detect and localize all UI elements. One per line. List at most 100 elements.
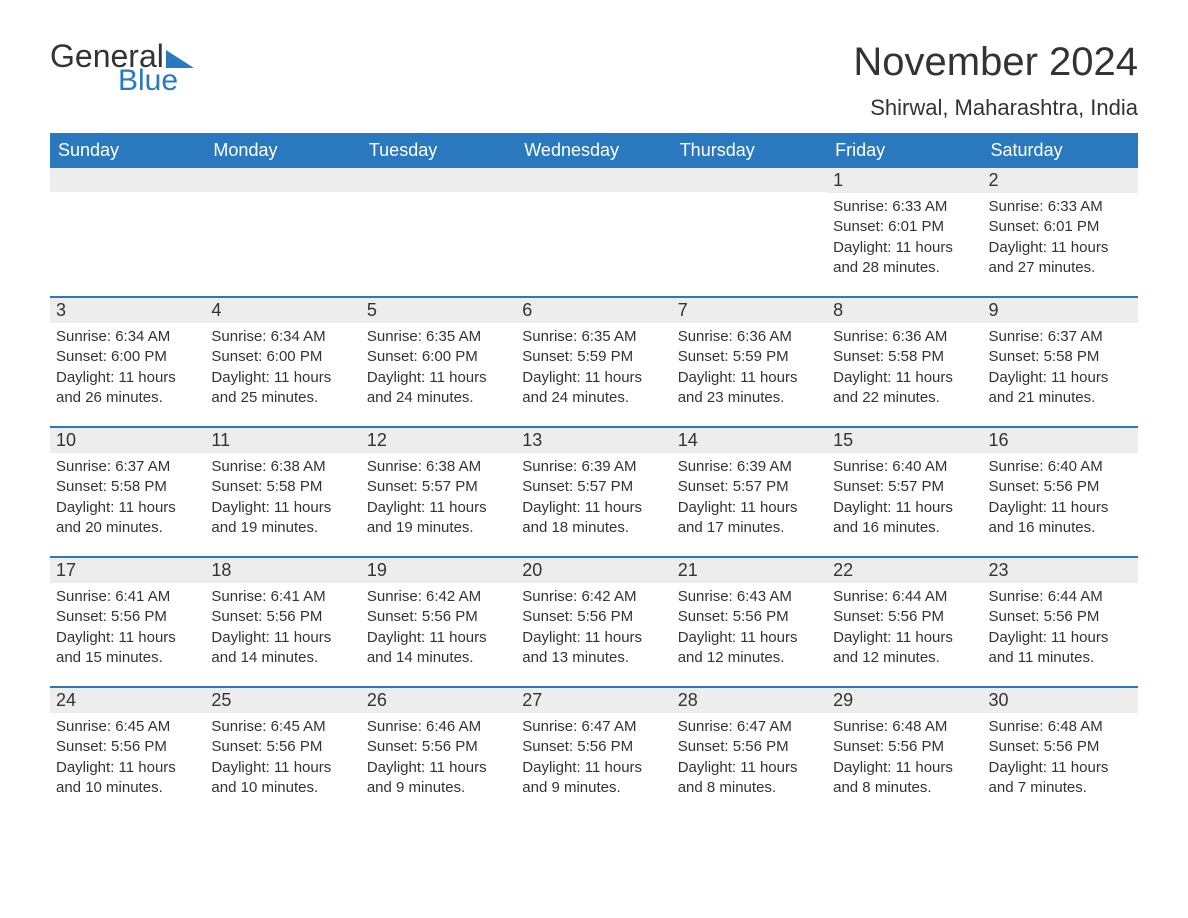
day-number (50, 168, 205, 192)
sunset-line: Sunset: 5:56 PM (989, 737, 1132, 757)
day-content: Sunrise: 6:44 AMSunset: 5:56 PMDaylight:… (827, 583, 982, 672)
calendar-day: 6Sunrise: 6:35 AMSunset: 5:59 PMDaylight… (516, 298, 671, 426)
day-content: Sunrise: 6:46 AMSunset: 5:56 PMDaylight:… (361, 713, 516, 802)
daylight-line: Daylight: 11 hours and 19 minutes. (211, 498, 354, 539)
day-number: 8 (827, 298, 982, 323)
calendar-day: 18Sunrise: 6:41 AMSunset: 5:56 PMDayligh… (205, 558, 360, 686)
daylight-line: Daylight: 11 hours and 10 minutes. (211, 758, 354, 799)
day-number (205, 168, 360, 192)
sunset-line: Sunset: 5:56 PM (56, 607, 199, 627)
day-number (672, 168, 827, 192)
day-number: 27 (516, 688, 671, 713)
calendar-day: 25Sunrise: 6:45 AMSunset: 5:56 PMDayligh… (205, 688, 360, 816)
calendar-day (205, 168, 360, 296)
daylight-line: Daylight: 11 hours and 13 minutes. (522, 628, 665, 669)
daylight-line: Daylight: 11 hours and 8 minutes. (833, 758, 976, 799)
day-number: 24 (50, 688, 205, 713)
sunrise-line: Sunrise: 6:41 AM (56, 587, 199, 607)
daylight-line: Daylight: 11 hours and 20 minutes. (56, 498, 199, 539)
day-number: 5 (361, 298, 516, 323)
day-content: Sunrise: 6:48 AMSunset: 5:56 PMDaylight:… (827, 713, 982, 802)
logo-text-blue: Blue (118, 66, 194, 96)
day-number: 9 (983, 298, 1138, 323)
daylight-line: Daylight: 11 hours and 18 minutes. (522, 498, 665, 539)
daylight-line: Daylight: 11 hours and 9 minutes. (367, 758, 510, 799)
page-header: General Blue November 2024 Shirwal, Maha… (50, 40, 1138, 121)
day-number: 22 (827, 558, 982, 583)
calendar-day: 17Sunrise: 6:41 AMSunset: 5:56 PMDayligh… (50, 558, 205, 686)
sunset-line: Sunset: 5:56 PM (211, 607, 354, 627)
sunset-line: Sunset: 5:58 PM (211, 477, 354, 497)
daylight-line: Daylight: 11 hours and 19 minutes. (367, 498, 510, 539)
sunrise-line: Sunrise: 6:48 AM (989, 717, 1132, 737)
sunset-line: Sunset: 5:56 PM (211, 737, 354, 757)
sunrise-line: Sunrise: 6:44 AM (989, 587, 1132, 607)
daylight-line: Daylight: 11 hours and 27 minutes. (989, 238, 1132, 279)
day-number: 20 (516, 558, 671, 583)
sunset-line: Sunset: 5:56 PM (678, 607, 821, 627)
day-number: 13 (516, 428, 671, 453)
day-content: Sunrise: 6:38 AMSunset: 5:58 PMDaylight:… (205, 453, 360, 542)
sunset-line: Sunset: 5:56 PM (833, 607, 976, 627)
sunrise-line: Sunrise: 6:38 AM (367, 457, 510, 477)
day-number: 4 (205, 298, 360, 323)
sunset-line: Sunset: 5:57 PM (678, 477, 821, 497)
day-content: Sunrise: 6:33 AMSunset: 6:01 PMDaylight:… (827, 193, 982, 282)
calendar-day: 3Sunrise: 6:34 AMSunset: 6:00 PMDaylight… (50, 298, 205, 426)
weekday-header: Thursday (672, 133, 827, 168)
day-content (205, 192, 360, 200)
day-content: Sunrise: 6:37 AMSunset: 5:58 PMDaylight:… (983, 323, 1138, 412)
day-number: 7 (672, 298, 827, 323)
daylight-line: Daylight: 11 hours and 10 minutes. (56, 758, 199, 799)
sunset-line: Sunset: 6:01 PM (833, 217, 976, 237)
day-number: 12 (361, 428, 516, 453)
calendar-day (361, 168, 516, 296)
weekday-header: Tuesday (361, 133, 516, 168)
calendar-day: 23Sunrise: 6:44 AMSunset: 5:56 PMDayligh… (983, 558, 1138, 686)
calendar-week: 10Sunrise: 6:37 AMSunset: 5:58 PMDayligh… (50, 426, 1138, 556)
daylight-line: Daylight: 11 hours and 26 minutes. (56, 368, 199, 409)
day-number (516, 168, 671, 192)
sunset-line: Sunset: 5:57 PM (522, 477, 665, 497)
sunrise-line: Sunrise: 6:42 AM (522, 587, 665, 607)
day-content: Sunrise: 6:45 AMSunset: 5:56 PMDaylight:… (205, 713, 360, 802)
calendar-day: 7 Sunrise: 6:36 AMSunset: 5:59 PMDaylight… (672, 298, 827, 426)
sunrise-line: Sunrise: 6:36 AM (833, 327, 976, 347)
daylight-line: Daylight: 11 hours and 25 minutes. (211, 368, 354, 409)
day-content (50, 192, 205, 200)
calendar-day: 28Sunrise: 6:47 AMSunset: 5:56 PMDayligh… (672, 688, 827, 816)
sunrise-line: Sunrise: 6:38 AM (211, 457, 354, 477)
weekday-header: Sunday (50, 133, 205, 168)
calendar-day: 15Sunrise: 6:40 AMSunset: 5:57 PMDayligh… (827, 428, 982, 556)
day-number: 10 (50, 428, 205, 453)
daylight-line: Daylight: 11 hours and 28 minutes. (833, 238, 976, 279)
day-content: Sunrise: 6:41 AMSunset: 5:56 PMDaylight:… (205, 583, 360, 672)
calendar-day: 19Sunrise: 6:42 AMSunset: 5:56 PMDayligh… (361, 558, 516, 686)
daylight-line: Daylight: 11 hours and 17 minutes. (678, 498, 821, 539)
calendar-day: 26Sunrise: 6:46 AMSunset: 5:56 PMDayligh… (361, 688, 516, 816)
weekday-header: Saturday (983, 133, 1138, 168)
sunrise-line: Sunrise: 6:36 AM (678, 327, 821, 347)
day-number: 21 (672, 558, 827, 583)
sunrise-line: Sunrise: 6:34 AM (211, 327, 354, 347)
calendar-day: 13 Sunrise: 6:39 AMSunset: 5:57 PMDayligh… (516, 428, 671, 556)
sunrise-line: Sunrise: 6:43 AM (678, 587, 821, 607)
calendar-week: 24Sunrise: 6:45 AMSunset: 5:56 PMDayligh… (50, 686, 1138, 816)
daylight-line: Daylight: 11 hours and 12 minutes. (678, 628, 821, 669)
sunset-line: Sunset: 5:58 PM (989, 347, 1132, 367)
daylight-line: Daylight: 11 hours and 15 minutes. (56, 628, 199, 669)
day-content: Sunrise: 6:38 AMSunset: 5:57 PMDaylight:… (361, 453, 516, 542)
calendar-day: 1Sunrise: 6:33 AMSunset: 6:01 PMDaylight… (827, 168, 982, 296)
daylight-line: Daylight: 11 hours and 22 minutes. (833, 368, 976, 409)
sunrise-line: Sunrise: 6:39 AM (678, 457, 821, 477)
day-content: Sunrise: 6:40 AMSunset: 5:57 PMDaylight:… (827, 453, 982, 542)
sunset-line: Sunset: 5:59 PM (678, 347, 821, 367)
day-content (672, 192, 827, 200)
daylight-line: Daylight: 11 hours and 23 minutes. (678, 368, 821, 409)
calendar-day: 8Sunrise: 6:36 AMSunset: 5:58 PMDaylight… (827, 298, 982, 426)
day-content: Sunrise: 6:34 AMSunset: 6:00 PMDaylight:… (50, 323, 205, 412)
sunrise-line: Sunrise: 6:39 AM (522, 457, 665, 477)
sunrise-line: Sunrise: 6:46 AM (367, 717, 510, 737)
sunset-line: Sunset: 5:56 PM (367, 737, 510, 757)
calendar-week: 3Sunrise: 6:34 AMSunset: 6:00 PMDaylight… (50, 296, 1138, 426)
